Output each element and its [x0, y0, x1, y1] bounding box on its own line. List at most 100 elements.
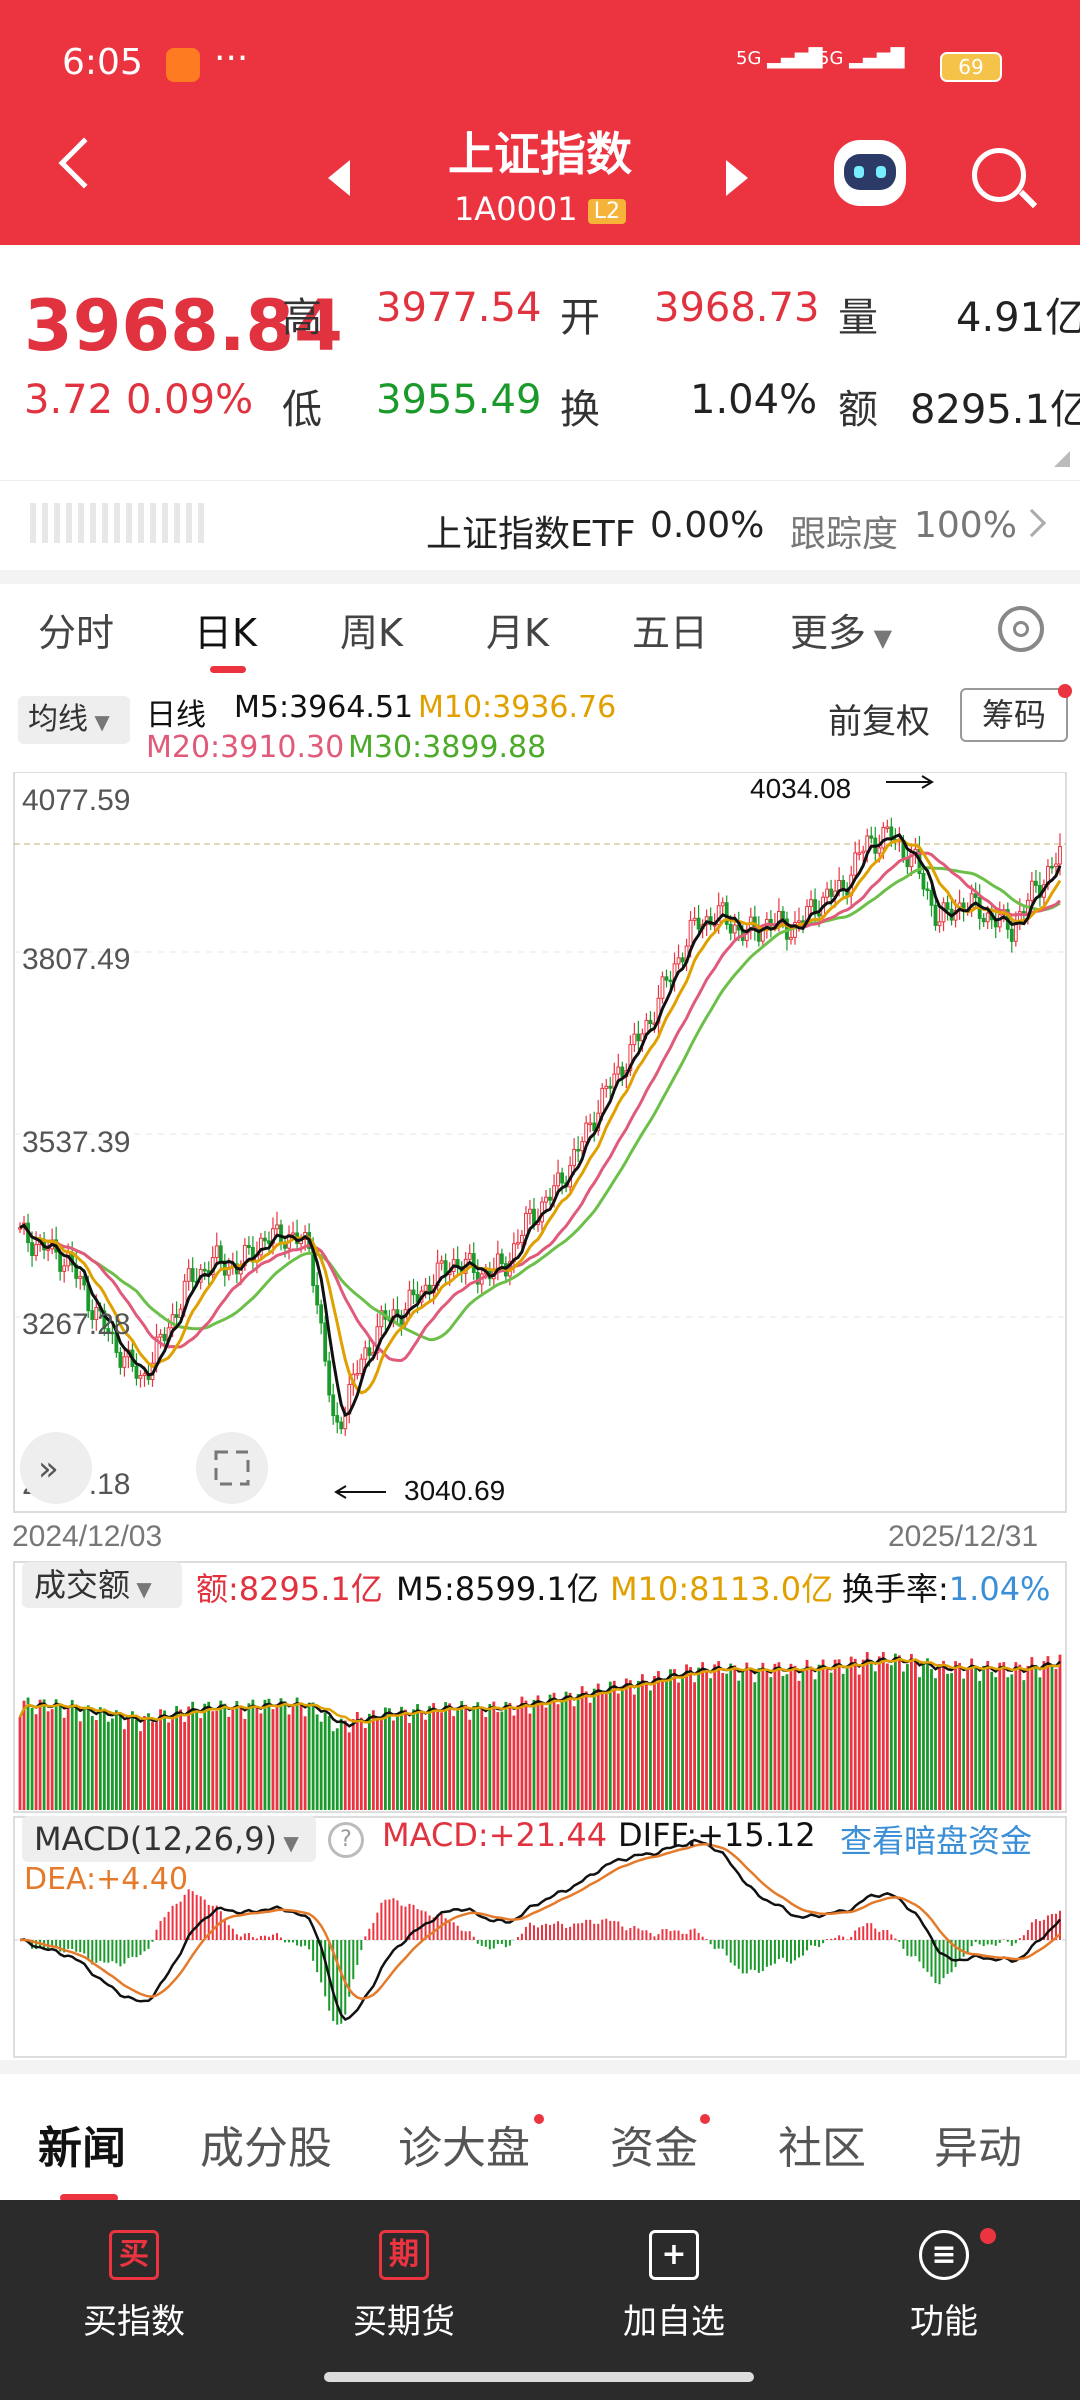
search-icon[interactable]	[972, 148, 1026, 202]
adjust-mode[interactable]: 前复权	[828, 702, 930, 742]
macd-bar	[55, 1940, 58, 1947]
volume-bar	[263, 1699, 267, 1810]
macd-bar	[480, 1940, 483, 1946]
expand-left-button	[20, 1432, 92, 1504]
volume-bar	[123, 1729, 126, 1810]
macd-bar	[749, 1940, 752, 1970]
volume-bar	[488, 1703, 492, 1810]
volume-bar	[954, 1661, 957, 1810]
macd-bar	[898, 1940, 901, 1942]
volume-bar	[468, 1719, 472, 1810]
ma20-value: M20:3910.30	[146, 730, 345, 765]
volume-bar	[1038, 1677, 1042, 1810]
candle-body	[138, 1375, 143, 1379]
volume-bar	[653, 1676, 656, 1810]
macd-bar	[207, 1904, 210, 1940]
macd-bar	[573, 1923, 576, 1940]
macd-bar	[866, 1923, 869, 1940]
tab-five-day[interactable]: 五日	[632, 611, 709, 655]
macd-bar	[155, 1929, 158, 1940]
macd-bar	[368, 1928, 371, 1940]
functions-button[interactable]: ≡ 功能	[854, 2230, 1034, 2343]
kline-chart-area: 均线 ▼ 日线 M5:3964.51 M10:3936.76 M20:3910.…	[0, 676, 1080, 2066]
tab-weekly-k[interactable]: 周K	[340, 611, 403, 655]
macd-bar	[352, 1940, 355, 1980]
macd-bar	[541, 1925, 544, 1940]
volume-bar	[299, 1703, 303, 1810]
volume-bar	[22, 1700, 26, 1810]
chip-notification-dot	[1058, 684, 1072, 698]
etf-row[interactable]: 上证指数ETF 0.00% 跟踪度 100%	[0, 480, 1080, 570]
tab-funds[interactable]: 资金	[610, 2123, 698, 2174]
chip-button[interactable]: 筹码	[960, 688, 1068, 742]
dark-pool-link[interactable]: 查看暗盘资金	[840, 1822, 1033, 1860]
volume-bar	[841, 1673, 845, 1810]
tab-daily-k[interactable]: 日K	[194, 611, 257, 655]
macd-bar	[492, 1940, 495, 1949]
volume-bar	[127, 1716, 130, 1810]
volume-bar	[962, 1678, 966, 1810]
candle-body	[495, 1253, 500, 1270]
candle-body	[604, 1085, 609, 1089]
macd-bar	[942, 1940, 945, 1979]
macd-bar	[344, 1940, 347, 2015]
help-icon[interactable]: ?	[328, 1822, 364, 1858]
volume-bar	[576, 1694, 580, 1810]
macd-bar	[135, 1940, 138, 1958]
macd-bar	[818, 1940, 821, 1948]
tab-intraday[interactable]: 分时	[38, 611, 115, 655]
add-watchlist-button[interactable]: + 加自选	[584, 2230, 764, 2343]
macd-bar	[179, 1901, 182, 1940]
next-index-icon[interactable]	[726, 160, 748, 196]
candle-body	[315, 1285, 320, 1306]
track-value: 100%	[914, 505, 1017, 546]
settings-icon[interactable]	[998, 606, 1044, 652]
prev-index-icon[interactable]	[328, 160, 350, 196]
candle-body	[1021, 911, 1026, 914]
volume-bar	[18, 1717, 22, 1810]
macd-bar	[826, 1939, 829, 1940]
volume-bar	[436, 1711, 440, 1810]
candle-body	[110, 1331, 115, 1335]
macd-bar	[625, 1930, 628, 1940]
volume-bar	[1026, 1665, 1030, 1810]
wifi-icon: ◠	[880, 46, 905, 79]
macd-bar	[761, 1940, 764, 1972]
candle-body	[941, 902, 946, 923]
macd-bar	[500, 1940, 503, 1944]
candle-body	[379, 1310, 384, 1328]
volume-bar	[809, 1666, 813, 1810]
volume-bar	[363, 1727, 367, 1810]
volume-bar	[757, 1668, 761, 1810]
macd-bar	[340, 1940, 343, 2024]
news-active-indicator	[60, 2194, 118, 2202]
volume-selector[interactable]: 成交额 ▼	[22, 1562, 182, 1608]
expand-corner-icon[interactable]	[1054, 451, 1070, 467]
tab-diagnosis[interactable]: 诊大盘	[398, 2123, 530, 2174]
candle-body	[981, 917, 986, 923]
macd-bar	[1002, 1939, 1005, 1940]
tab-community[interactable]: 社区	[778, 2123, 866, 2174]
candle-body	[756, 928, 761, 942]
macd-bar	[966, 1940, 969, 1954]
ma-selector[interactable]: 均线 ▼	[18, 696, 130, 744]
tab-news[interactable]: 新闻	[38, 2123, 126, 2174]
tab-constituents[interactable]: 成分股	[200, 2123, 332, 2174]
tab-more[interactable]: 更多 ▼	[790, 611, 893, 655]
macd-bar	[842, 1936, 845, 1940]
volume-bar	[215, 1710, 219, 1810]
macd-selector[interactable]: MACD(12,26,9) ▼	[22, 1816, 316, 1862]
macd-bar	[1046, 1915, 1049, 1940]
robot-assistant-icon[interactable]	[834, 140, 906, 206]
volume-bar	[701, 1662, 705, 1810]
tab-monthly-k[interactable]: 月K	[486, 611, 549, 655]
buy-index-button[interactable]: 买 买指数	[44, 2230, 224, 2343]
tab-anomaly[interactable]: 异动	[934, 2123, 1022, 2174]
candle-body	[528, 1208, 532, 1214]
news-tabs: 新闻 成分股 诊大盘 资金 社区 异动	[0, 2060, 1080, 2202]
buy-futures-button[interactable]: 期 买期货	[314, 2230, 494, 2343]
volume-bar	[725, 1673, 729, 1810]
volume-m10: M10:8113.0亿	[610, 1570, 834, 1608]
volume-bar	[592, 1688, 596, 1810]
volume-bar	[90, 1716, 94, 1810]
